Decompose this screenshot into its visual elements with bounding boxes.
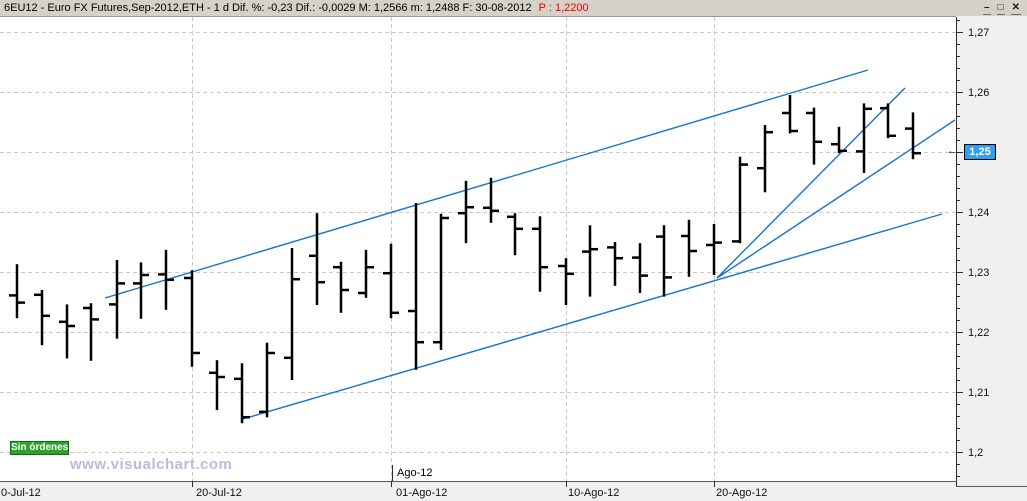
price-marker-arrow-icon: ←	[947, 145, 958, 157]
x-axis-label: 0-Jul-12	[1, 487, 41, 499]
price-axis-pane	[956, 16, 1027, 501]
minimize-icon[interactable]: –	[983, 1, 991, 15]
y-axis-label: 1,24	[968, 207, 989, 219]
x-axis-month-label: Ago-12	[397, 467, 433, 479]
close-icon[interactable]: ✕	[1010, 1, 1021, 15]
fan-line-steep	[716, 87, 906, 279]
date-axis-pane	[0, 481, 1027, 501]
fan-line-shallow	[716, 119, 956, 279]
last-price-marker: 1,25	[964, 144, 996, 160]
visualchart-watermark: www.visualchart.com	[70, 456, 233, 473]
window-titlebar[interactable]: 6EU12 - Euro FX Futures,Sep-2012,ETH - 1…	[0, 0, 1027, 17]
maximize-icon[interactable]: □	[996, 1, 1005, 15]
y-axis-label: 1,22	[968, 327, 989, 339]
y-axis-label: 1,2	[968, 447, 983, 459]
no-orders-badge[interactable]: Sin órdenes	[10, 441, 69, 455]
chart-title-text: 6EU12 - Euro FX Futures,Sep-2012,ETH - 1…	[4, 2, 532, 14]
y-axis-label: 1,26	[968, 87, 989, 99]
window-controls: – □ ✕	[983, 2, 1027, 15]
x-axis-label: 10-Ago-12	[568, 487, 619, 499]
upper-channel-line	[104, 69, 869, 299]
y-axis-label: 1,23	[968, 267, 989, 279]
alert-price-text: P : 1,2200	[538, 2, 589, 14]
x-axis-label: 20-Jul-12	[196, 487, 242, 499]
lower-channel-line	[242, 213, 943, 420]
x-axis-label: 01-Ago-12	[396, 487, 447, 499]
x-axis-label: 20-Ago-12	[716, 487, 767, 499]
y-axis-label: 1,21	[968, 387, 989, 399]
y-axis-label: 1,27	[968, 27, 989, 39]
